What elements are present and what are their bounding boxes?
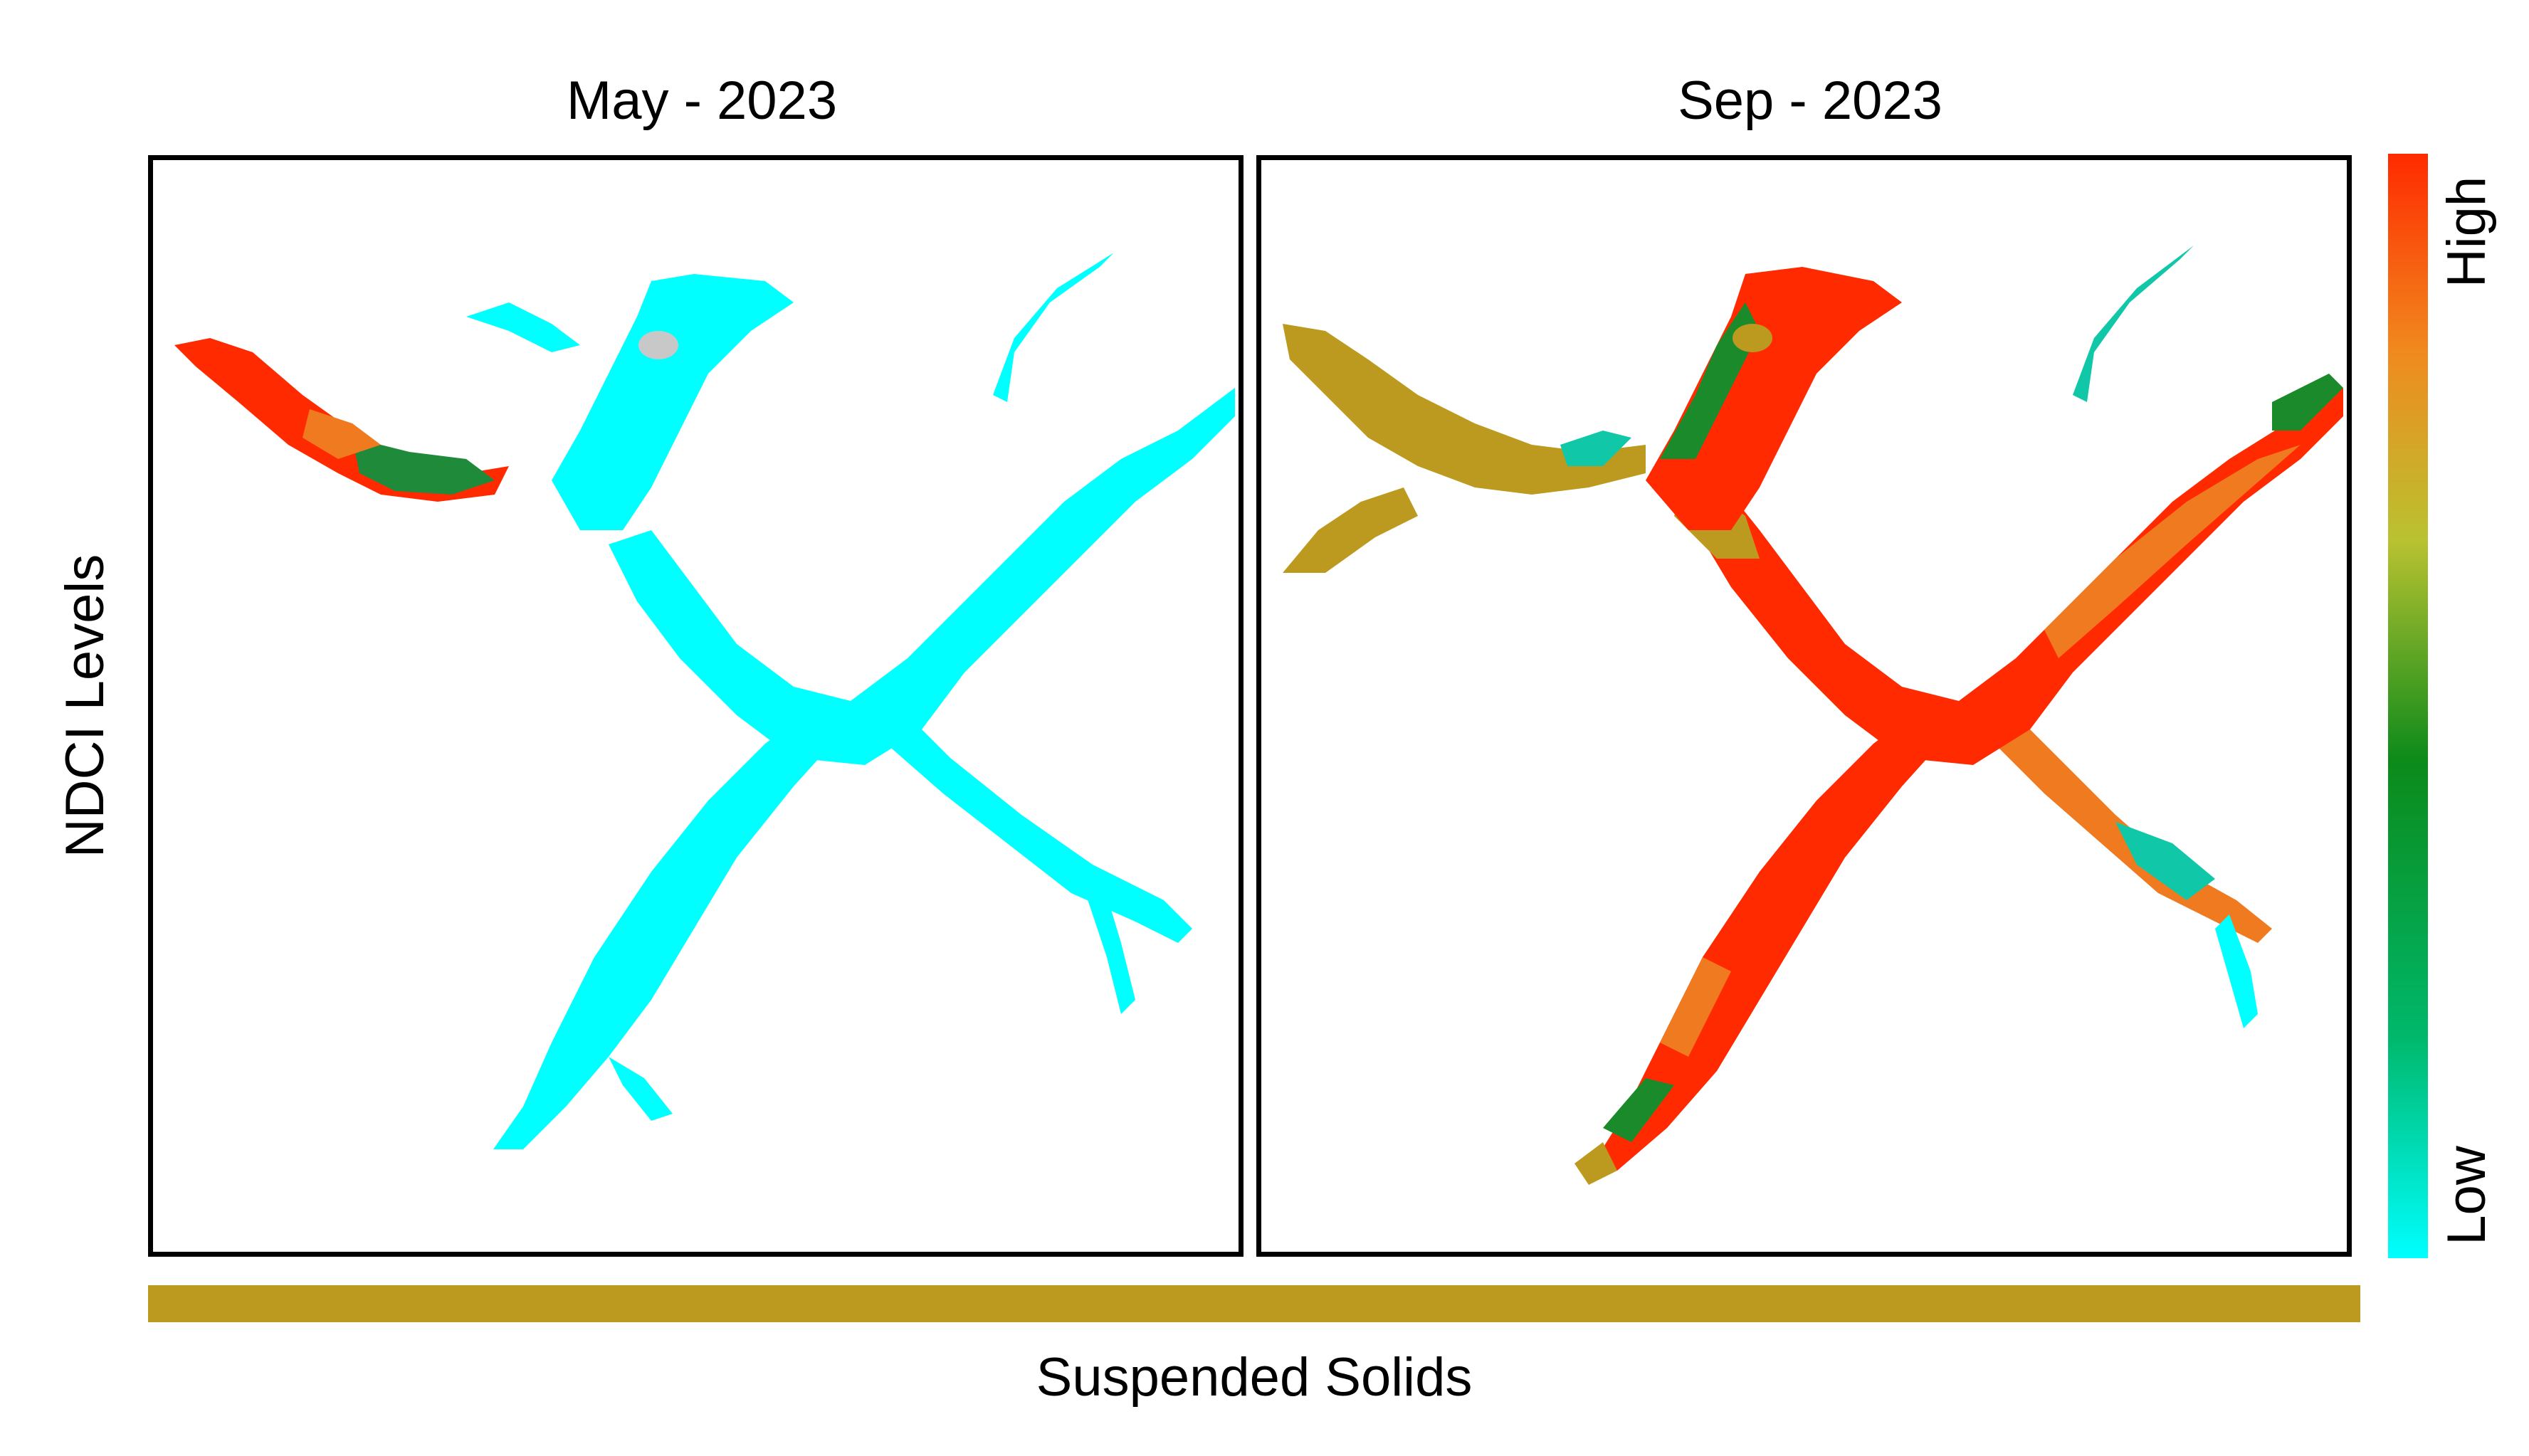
solids-patch-lower <box>1574 1142 1617 1185</box>
algae-patch-northwest-teal <box>1560 431 1631 466</box>
algae-patch-lower-orange <box>1660 957 1731 1057</box>
algae-patch-northeast-green <box>2272 374 2343 431</box>
algae-patch-lower-green <box>1603 1078 1674 1142</box>
y-axis-label: NDCI Levels <box>55 554 115 858</box>
panel-title-sep-2023: Sep - 2023 <box>1678 70 1942 131</box>
reservoir-central-body <box>1688 388 2343 765</box>
reservoir-arm-southwest <box>493 701 858 1149</box>
reservoir-map-may <box>174 253 1235 1149</box>
colorbar <box>2388 154 2428 1258</box>
algae-patch-southeast-teal <box>2115 822 2215 900</box>
island <box>1733 324 1772 352</box>
reservoir-arm-north <box>1646 267 1902 530</box>
reservoir-arm-northeast <box>2073 246 2194 402</box>
algae-patch-orange <box>303 409 381 459</box>
reservoir-arm-north <box>552 274 794 530</box>
reservoir-arm-southeast-lower <box>2215 914 2258 1028</box>
reservoir-arm-southeast <box>886 701 1192 943</box>
reservoir-arm-southeast <box>1994 701 2272 943</box>
reservoir-arm-southeast-lower <box>1085 872 1135 1014</box>
colorbar-high-label: High <box>2436 176 2497 288</box>
reservoir-arm-northwest-solids <box>1283 324 1646 495</box>
algae-patch-green <box>352 438 495 495</box>
panel-title-may-2023: May - 2023 <box>566 70 838 131</box>
reservoir-arm-northwest-lower <box>1283 487 1418 573</box>
island <box>638 331 678 359</box>
reservoir-central-body <box>609 388 1235 765</box>
map-panel-may <box>148 155 1244 1257</box>
reservoir-arm-north-inlet <box>466 302 580 352</box>
colorbar-low-label: Low <box>2436 1146 2497 1245</box>
colorbar-gradient <box>2388 154 2428 1258</box>
map-panel-sep <box>1256 155 2352 1257</box>
reservoir-arm-northeast <box>993 253 1114 402</box>
reservoir-arm-northwest-algae <box>174 338 509 502</box>
algae-patch-central-orange <box>2044 445 2301 658</box>
suspended-solids-label: Suspended Solids <box>1036 1347 1473 1408</box>
reservoir-arm-southwest-inlet <box>609 1057 673 1121</box>
reservoir-map-sep <box>1283 246 2343 1185</box>
suspended-solids-bar <box>148 1285 2360 1322</box>
